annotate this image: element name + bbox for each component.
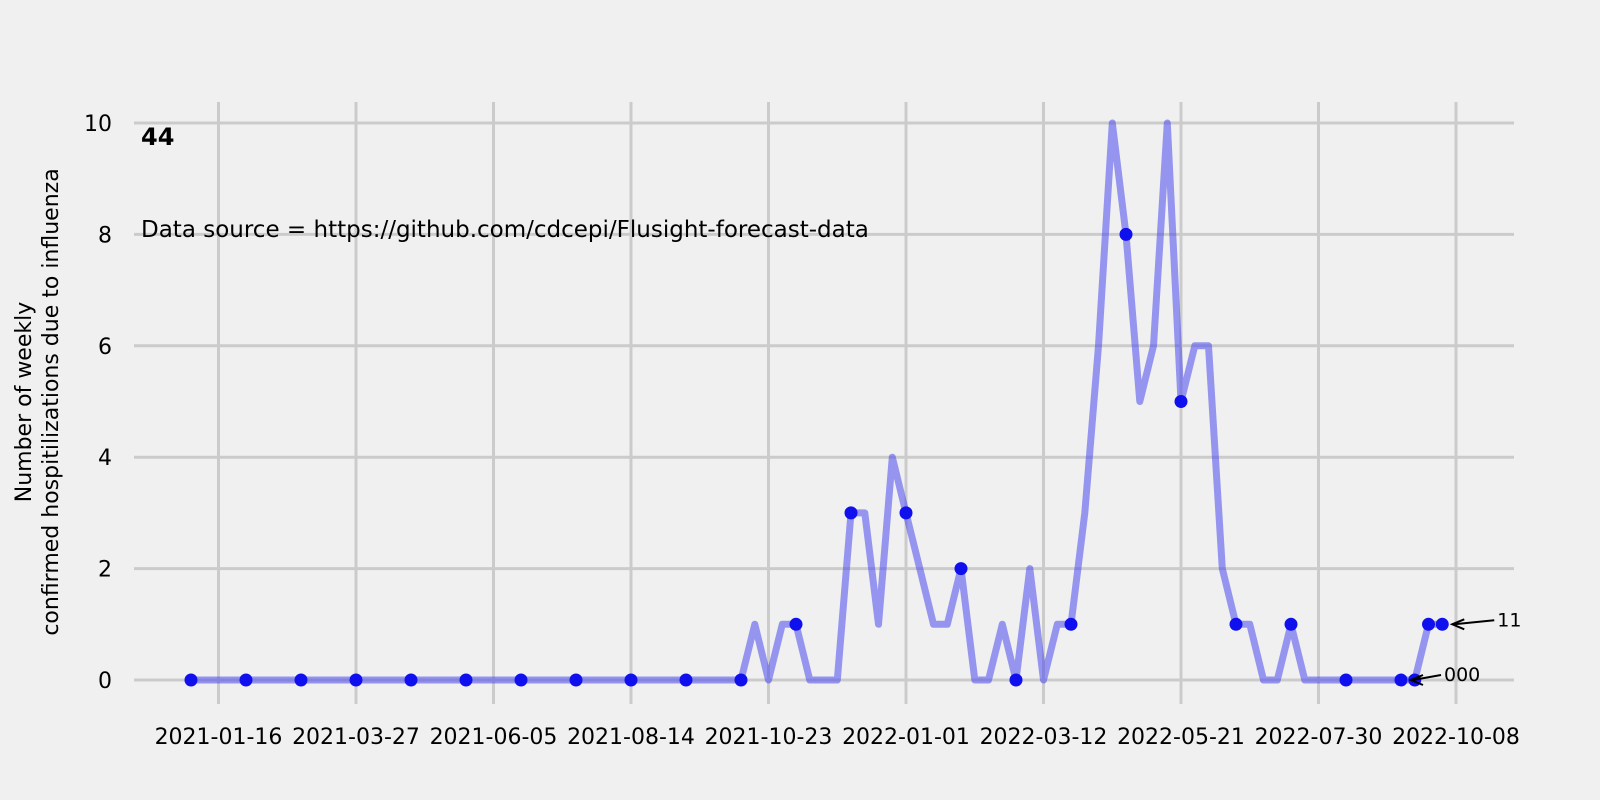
data-point-marker	[1119, 227, 1133, 241]
data-point-marker	[459, 673, 473, 687]
data-point-marker	[1064, 617, 1078, 631]
x-tick-label: 2022-01-01	[842, 725, 970, 750]
chart-title: 44	[141, 123, 174, 151]
data-point-marker	[789, 617, 803, 631]
y-axis-label-line2: confirmed hospitilizations due to influe…	[39, 168, 64, 635]
data-point-marker	[844, 506, 858, 520]
callout-arrow	[1412, 674, 1442, 681]
x-tick-label: 2021-08-14	[567, 725, 695, 750]
data-point-marker	[1394, 673, 1408, 687]
data-point-marker	[899, 506, 913, 520]
y-tick-label: 2	[98, 558, 112, 583]
callouts: 11 000	[1408, 609, 1521, 686]
callout-label: 11	[1497, 609, 1521, 631]
series-line	[191, 119, 1443, 684]
data-point-marker	[679, 673, 693, 687]
x-tick-label: 2021-03-27	[292, 725, 420, 750]
data-point-marker	[1229, 617, 1243, 631]
data-point-marker	[1284, 617, 1298, 631]
y-axis-label-line1: Number of weekly	[12, 302, 37, 503]
data-point-marker	[404, 673, 418, 687]
x-tick-label: 2021-06-05	[430, 725, 558, 750]
y-tick-label: 6	[98, 335, 112, 360]
data-point-marker	[1422, 617, 1435, 631]
series-line-group	[191, 119, 1443, 684]
data-point-marker	[239, 673, 253, 687]
y-tick-label: 10	[84, 112, 112, 137]
data-point-marker	[1009, 673, 1023, 687]
marker-group	[184, 227, 1449, 687]
data-point-marker	[349, 673, 363, 687]
tick-labels: 0 2 4 6 8 10 2021-01-16 2021-03-27 2021-06-05 202…	[84, 112, 1520, 750]
callout-label: 000	[1444, 664, 1480, 686]
data-point-marker	[1339, 673, 1353, 687]
x-tick-label: 2022-10-08	[1392, 725, 1520, 750]
data-point-marker	[1174, 395, 1188, 408]
y-tick-label: 0	[98, 669, 112, 694]
x-tick-label: 2022-03-12	[980, 725, 1108, 750]
callout-arrowhead	[1449, 618, 1465, 631]
y-tick-label: 8	[98, 223, 112, 248]
callout-arrow	[1454, 619, 1495, 626]
data-point-marker	[734, 673, 748, 687]
data-point-marker	[514, 673, 528, 687]
data-point-marker	[1435, 617, 1449, 631]
x-tick-label: 2021-10-23	[705, 725, 833, 750]
data-point-marker	[569, 673, 583, 687]
grid	[134, 102, 1514, 704]
data-point-marker	[954, 562, 968, 576]
x-tick-label: 2021-01-16	[155, 725, 283, 750]
data-point-marker	[624, 673, 638, 687]
data-point-marker	[184, 673, 198, 687]
x-tick-label: 2022-07-30	[1255, 725, 1383, 750]
data-source-annotation: Data source = https://github.com/cdcepi/…	[141, 217, 869, 243]
y-tick-label: 4	[98, 446, 112, 471]
callout-arrowhead	[1408, 674, 1424, 686]
x-tick-label: 2022-05-21	[1117, 725, 1245, 750]
data-point-marker	[294, 673, 308, 687]
